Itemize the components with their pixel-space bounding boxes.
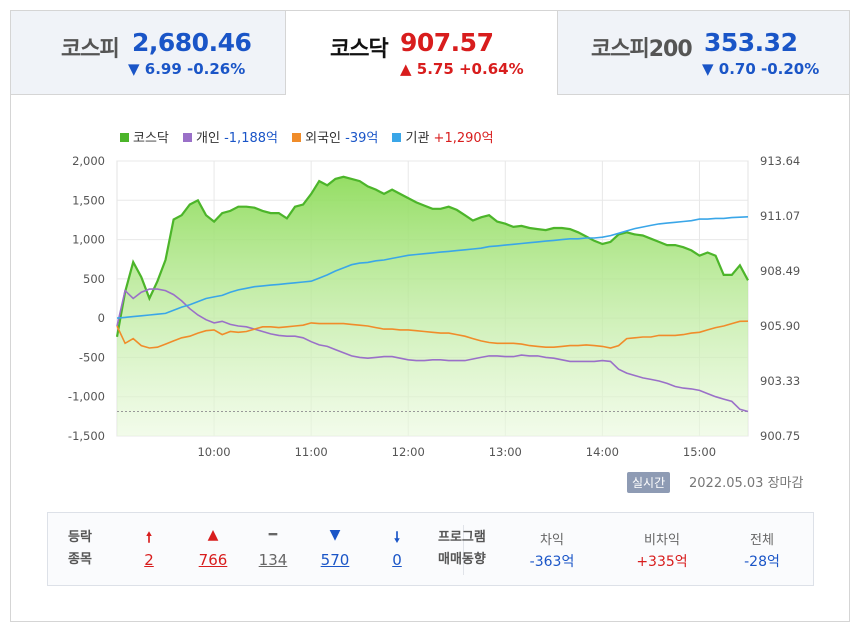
chart-legend: 코스닥 개인 -1,188억 외국인 -39억 기관 +1,290억 [120,127,504,146]
chart-marks [115,175,749,437]
tab-kospi200[interactable]: 코스피200 353.32 ▼ 0.70 -0.20% [558,11,849,95]
foreign-line [116,320,749,349]
left-tick-label: -1,000 [68,390,105,404]
kosdaq-area [117,176,748,437]
breadth-label: 등락 종목 [68,527,92,571]
tab-kospi-change: ▼ 6.99 -0.26% [128,60,246,78]
left-tick-label: 1,000 [72,233,105,247]
legend-kosdaq[interactable]: 코스닥 [120,127,169,146]
legend-individual-value: -1,188억 [224,131,278,146]
breadth-value-down[interactable]: 570 [320,551,350,569]
tab-kospi200-value: 353.32 [704,28,798,57]
legend-institution[interactable]: 기관 +1,290억 [392,127,494,146]
legend-foreign[interactable]: 외국인 -39억 [292,127,378,146]
institution-line [116,216,749,319]
left-tick-label: 1,500 [72,193,105,207]
left-tick-label: 0 [98,311,105,325]
legend-individual[interactable]: 개인 -1,188억 [183,127,278,146]
breadth-value-flat[interactable]: 134 [258,551,288,569]
breadth-value-up[interactable]: 766 [198,551,228,569]
tab-kosdaq[interactable]: 코스닥 907.57 ▲ 5.75 +0.64% [285,11,558,95]
program-value-0: -363억 [529,554,575,570]
chart-ticks: 2,000 1,500 1,000 500 0 -500 -1,000 -1,500 913.6… [68,154,800,459]
panel-divider [463,525,464,575]
breadth-value-upper-limit[interactable]: 2 [144,551,154,569]
tab-kospi-name: 코스피 [61,37,120,62]
legend-individual-name: 개인 [196,131,220,146]
left-tick-label: 500 [83,272,105,286]
program-title-0: 차익 [540,533,564,548]
program-title-1: 비차익 [644,533,680,548]
tab-kospi[interactable]: 코스피 2,680.46 ▼ 6.99 -0.26% [11,11,285,95]
right-tick-label: 900.75 [760,429,800,443]
program-title-2: 전체 [750,533,774,548]
left-tick-label: -1,500 [68,429,105,443]
tab-kospi200-change: ▼ 0.70 -0.20% [702,60,820,78]
lower-limit-icon: 🠗 [393,530,400,546]
program-label: 프로그램 매매동향 [438,527,486,571]
up-icon: ▲ [207,527,219,543]
kosdaq-line [115,175,749,337]
tab-kospi-value: 2,680.46 [132,28,252,57]
down-icon: ▼ [329,527,341,543]
right-tick-label: 908.49 [760,264,800,278]
program-label-line2: 매매동향 [438,552,486,567]
program-label-line1: 프로그램 [438,530,486,545]
program-value-1: +335억 [636,554,688,570]
market-breadth-panel: 등락 종목 🠕 2 ▲ 766 ━ 134 ▼ 570 🠗 0 프로그램 매매동향 차익 -363억… [47,512,814,586]
legend-institution-value: +1,290억 [433,131,494,146]
upper-limit-icon: 🠕 [145,530,152,546]
left-tick-label: 2,000 [72,154,105,168]
legend-foreign-name: 외국인 [305,131,341,146]
right-tick-label: 911.07 [760,209,800,223]
legend-foreign-value: -39억 [345,131,379,146]
right-tick-label: 903.33 [760,374,800,388]
legend-institution-name: 기관 [405,131,430,146]
x-tick-label: 14:00 [586,445,619,459]
tab-kosdaq-name: 코스닥 [330,37,389,62]
legend-institution-swatch [392,133,402,142]
breadth-label-line1: 등락 [68,530,92,545]
breadth-label-line2: 종목 [68,552,92,567]
right-tick-label: 913.64 [760,154,800,168]
legend-individual-swatch [183,133,193,142]
index-tabs: 코스피 2,680.46 ▼ 6.99 -0.26% 코스닥 907.57 ▲ … [11,11,849,95]
left-tick-label: -500 [79,350,105,364]
flat-icon: ━ [268,527,278,543]
x-tick-label: 12:00 [392,445,425,459]
x-tick-label: 11:00 [295,445,328,459]
tab-kosdaq-change: ▲ 5.75 +0.64% [400,60,524,78]
legend-kosdaq-name: 코스닥 [133,131,169,146]
x-tick-label: 10:00 [197,445,230,459]
breadth-value-lower-limit[interactable]: 0 [392,551,402,569]
individual-line [116,288,749,413]
legend-foreign-swatch [292,133,302,142]
x-tick-label: 15:00 [683,445,716,459]
program-value-2: -28억 [744,554,780,570]
right-tick-label: 905.90 [760,319,800,333]
date-status: 2022.05.03 장마감 [689,476,804,491]
realtime-badge[interactable]: 실시간 [627,472,671,493]
x-tick-label: 13:00 [489,445,522,459]
tab-kosdaq-value: 907.57 [400,28,494,57]
legend-kosdaq-swatch [120,133,129,142]
tab-kospi200-name: 코스피200 [591,37,693,62]
